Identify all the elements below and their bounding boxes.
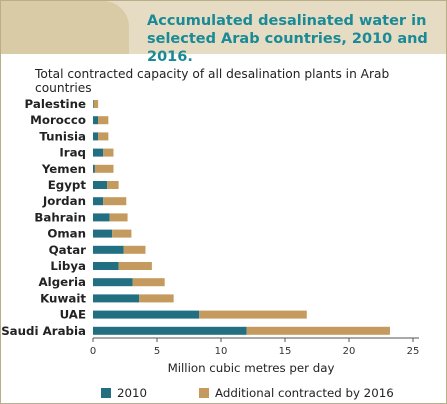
bar-egypt-series-0 (93, 181, 108, 189)
bar-qatar-series-0 (93, 245, 124, 254)
bar-bahrain-series-0 (93, 213, 110, 222)
category-label: Saudi Arabia (1, 324, 86, 338)
x-tick-label: 20 (343, 346, 356, 357)
chart-title: Accumulated desalinated water in selecte… (147, 13, 428, 65)
bar-egypt-series-1 (107, 181, 119, 189)
bar-morocco-series-0 (93, 116, 99, 125)
bar-libya-series-1 (118, 262, 152, 270)
x-ticks: 0 5 10 15 20 25 (90, 338, 420, 357)
category-label: Tunisia (39, 129, 86, 143)
bar-uae-series-1 (199, 310, 307, 319)
bars-layer (93, 100, 390, 335)
bar-iraq-series-1 (103, 148, 114, 157)
bar-jordan-series-0 (93, 197, 104, 206)
bar-bahrain-series-1 (109, 213, 128, 222)
bar-oman-series-1 (112, 229, 132, 238)
category-label: Morocco (30, 113, 86, 127)
legend-label-0: 2010 (117, 386, 147, 400)
x-tick-label: 5 (154, 346, 160, 357)
category-label: Oman (47, 227, 86, 241)
bar-saudi-arabia-series-1 (246, 326, 390, 335)
bar-yemen-series-1 (94, 164, 114, 173)
category-label: Libya (50, 259, 86, 273)
category-label: Egypt (48, 178, 87, 192)
category-label: Kuwait (40, 291, 86, 305)
category-label: Yemen (41, 162, 86, 176)
chart-subtitle: Total contracted capacity of all desalin… (35, 67, 390, 95)
legend-label-1: Additional contracted by 2016 (215, 386, 394, 400)
x-tick-label: 0 (90, 346, 96, 357)
bar-algeria-series-0 (93, 278, 133, 287)
bar-jordan-series-1 (103, 197, 127, 206)
bar-qatar-series-1 (123, 245, 146, 254)
category-label: Qatar (49, 243, 87, 257)
bar-kuwait-series-0 (93, 294, 140, 303)
category-label: UAE (60, 308, 86, 322)
bar-palestine-series-0 (93, 100, 94, 108)
bar-kuwait-series-1 (139, 294, 174, 303)
bar-morocco-series-1 (98, 116, 109, 125)
category-labels: Palestine Morocco Tunisia Iraq Yemen Egypt Jor… (1, 97, 86, 338)
category-label: Algeria (39, 275, 86, 289)
category-label: Iraq (59, 146, 86, 160)
x-tick-label: 15 (279, 346, 292, 357)
category-label: Palestine (25, 97, 86, 111)
title-tab-decoration (1, 1, 129, 54)
bar-tunisia-series-0 (93, 132, 99, 141)
x-tick-label: 10 (215, 346, 228, 357)
category-label: Bahrain (34, 210, 86, 224)
bar-saudi-arabia-series-0 (93, 326, 247, 335)
bar-algeria-series-1 (132, 278, 165, 287)
x-axis-label: Million cubic metres per day (168, 361, 335, 375)
bar-uae-series-0 (93, 310, 200, 319)
x-tick-label: 25 (407, 346, 420, 357)
legend-swatch-1 (199, 388, 209, 398)
bar-yemen-series-0 (93, 164, 95, 173)
category-label: Jordan (42, 194, 86, 208)
bar-libya-series-0 (93, 262, 119, 270)
title-band: Accumulated desalinated water in selecte… (1, 1, 446, 65)
bar-tunisia-series-1 (98, 132, 109, 141)
bar-palestine-series-1 (93, 100, 99, 108)
bar-iraq-series-0 (93, 148, 104, 157)
legend: 2010 Additional contracted by 2016 (101, 386, 394, 400)
bar-oman-series-0 (93, 229, 113, 238)
legend-swatch-0 (101, 388, 111, 398)
